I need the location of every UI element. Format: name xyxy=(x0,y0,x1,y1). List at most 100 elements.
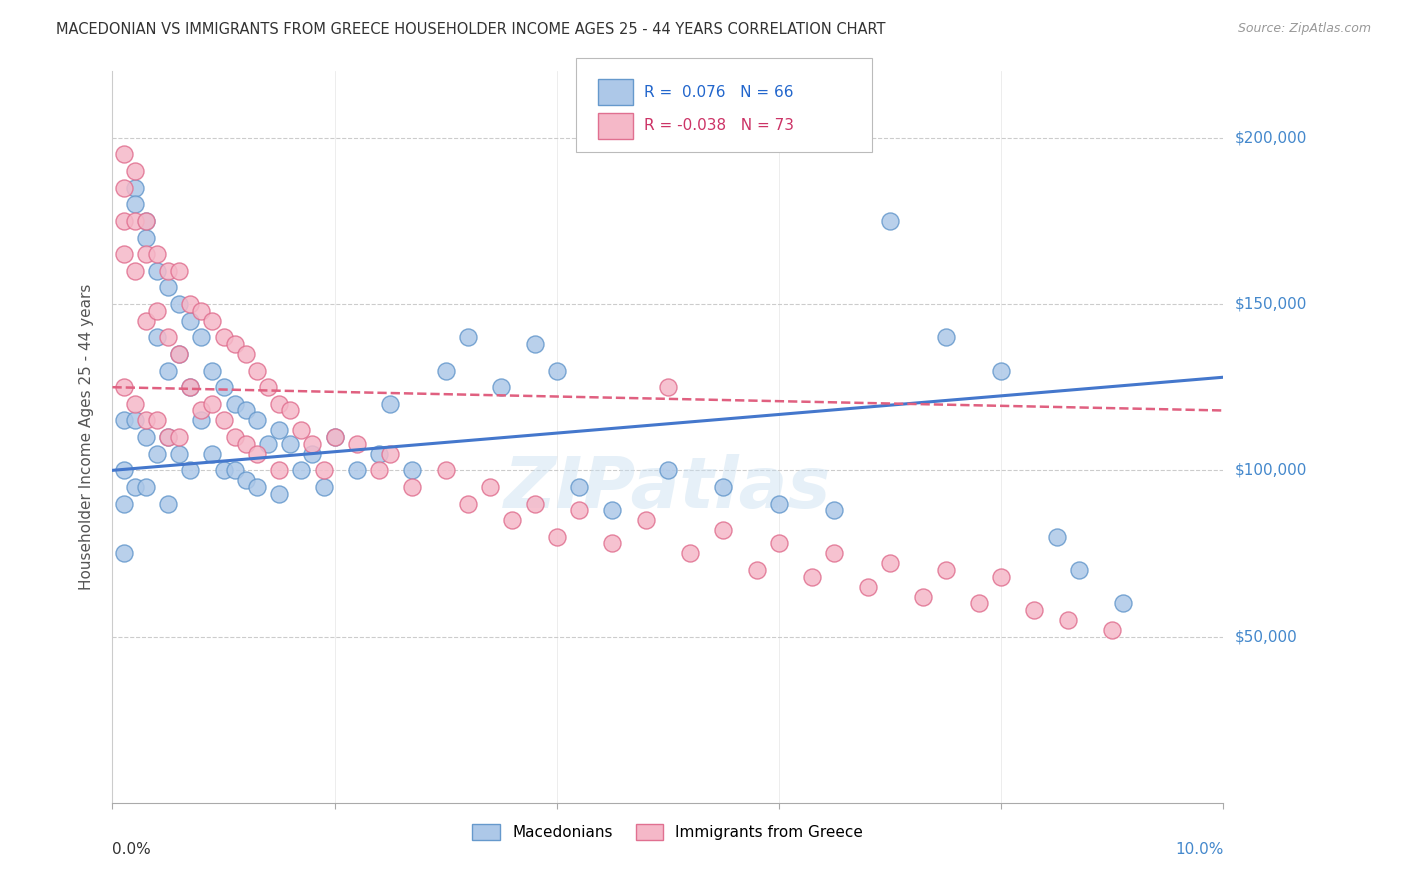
Point xyxy=(679,546,702,560)
Point xyxy=(235,403,257,417)
Point xyxy=(1045,530,1069,544)
Point xyxy=(112,147,135,161)
Point xyxy=(267,397,291,411)
Point xyxy=(224,430,246,444)
Point xyxy=(224,337,246,351)
Point xyxy=(546,530,568,544)
Point xyxy=(157,330,180,344)
Point xyxy=(346,463,368,477)
Point xyxy=(368,447,391,461)
Point xyxy=(190,330,212,344)
Point xyxy=(879,557,901,571)
Text: $150,000: $150,000 xyxy=(1234,297,1306,311)
Point xyxy=(112,380,135,394)
Point xyxy=(190,413,212,427)
Text: $50,000: $50,000 xyxy=(1234,629,1298,644)
Point xyxy=(112,546,135,560)
Point xyxy=(323,430,346,444)
Point xyxy=(135,480,157,494)
Point xyxy=(491,380,513,394)
Point xyxy=(224,463,246,477)
Point xyxy=(157,430,180,444)
Point xyxy=(246,447,269,461)
Text: R =  0.076   N = 66: R = 0.076 N = 66 xyxy=(644,85,793,100)
Point xyxy=(112,463,135,477)
Text: $200,000: $200,000 xyxy=(1234,130,1306,145)
Point xyxy=(856,580,879,594)
Text: $100,000: $100,000 xyxy=(1234,463,1306,478)
Point xyxy=(312,463,335,477)
Point xyxy=(146,330,169,344)
Point xyxy=(657,463,679,477)
Point xyxy=(824,503,846,517)
Point xyxy=(1056,613,1078,627)
Point xyxy=(990,570,1012,584)
Point xyxy=(267,463,291,477)
Point xyxy=(201,314,224,328)
Point xyxy=(912,590,935,604)
Point xyxy=(124,397,146,411)
Point xyxy=(967,596,990,610)
Point xyxy=(167,297,190,311)
Point xyxy=(278,403,301,417)
Point xyxy=(212,413,235,427)
Point xyxy=(235,473,257,487)
Point xyxy=(135,430,157,444)
Point xyxy=(401,480,423,494)
Point xyxy=(934,330,956,344)
Point xyxy=(135,413,157,427)
Point xyxy=(167,347,190,361)
Point xyxy=(380,397,402,411)
Point xyxy=(167,264,190,278)
Point xyxy=(157,430,180,444)
Point xyxy=(457,497,479,511)
Point xyxy=(602,536,624,550)
Point xyxy=(124,197,146,211)
Text: ZIPatlas: ZIPatlas xyxy=(505,454,831,523)
Point xyxy=(290,424,312,438)
Point xyxy=(190,303,212,318)
Text: MACEDONIAN VS IMMIGRANTS FROM GREECE HOUSEHOLDER INCOME AGES 25 - 44 YEARS CORRE: MACEDONIAN VS IMMIGRANTS FROM GREECE HOU… xyxy=(56,22,886,37)
Point xyxy=(246,480,269,494)
Point xyxy=(267,486,291,500)
Point xyxy=(568,480,591,494)
Point xyxy=(1067,563,1090,577)
Point xyxy=(112,413,135,427)
Point xyxy=(990,363,1012,377)
Point xyxy=(146,447,169,461)
Point xyxy=(1112,596,1135,610)
Point xyxy=(124,480,146,494)
Point xyxy=(246,363,269,377)
Point xyxy=(1024,603,1046,617)
Point xyxy=(112,180,135,194)
Point xyxy=(201,447,224,461)
Point xyxy=(546,363,568,377)
Point xyxy=(124,164,146,178)
Text: Source: ZipAtlas.com: Source: ZipAtlas.com xyxy=(1237,22,1371,36)
Point xyxy=(179,297,201,311)
Point xyxy=(235,436,257,450)
Point xyxy=(124,413,146,427)
Point xyxy=(301,436,323,450)
Point xyxy=(212,330,235,344)
Point xyxy=(190,403,212,417)
Text: 0.0%: 0.0% xyxy=(112,842,152,856)
Point xyxy=(290,463,312,477)
Point xyxy=(135,214,157,228)
Point xyxy=(146,264,169,278)
Point xyxy=(135,214,157,228)
Point xyxy=(157,264,180,278)
Point xyxy=(179,314,201,328)
Point xyxy=(824,546,846,560)
Legend: Macedonians, Immigrants from Greece: Macedonians, Immigrants from Greece xyxy=(467,818,869,847)
Point xyxy=(745,563,768,577)
Point xyxy=(124,264,146,278)
Point xyxy=(801,570,824,584)
Point xyxy=(135,314,157,328)
Point xyxy=(246,413,269,427)
Point xyxy=(157,497,180,511)
Point xyxy=(479,480,502,494)
Point xyxy=(235,347,257,361)
Point xyxy=(167,347,190,361)
Point xyxy=(146,303,169,318)
